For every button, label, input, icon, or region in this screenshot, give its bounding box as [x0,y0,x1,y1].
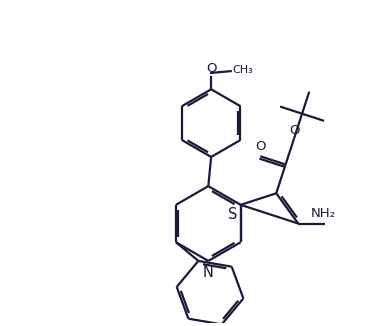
Text: O: O [206,62,216,75]
Text: O: O [289,124,299,137]
Text: NH₂: NH₂ [311,207,336,220]
Text: CH₃: CH₃ [232,65,253,75]
Text: N: N [203,265,214,280]
Text: O: O [255,141,266,154]
Text: S: S [229,207,238,222]
